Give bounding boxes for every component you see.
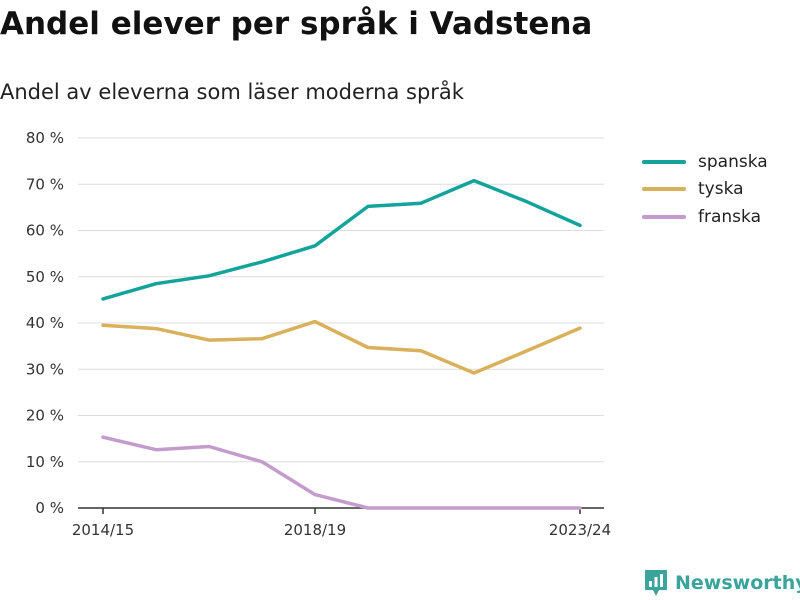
x-tick-label: 2018/19 <box>284 521 346 539</box>
y-tick-label: 50 % <box>26 268 64 286</box>
x-axis: 2014/15 2018/19 2023/24 <box>72 507 611 539</box>
legend-swatch <box>642 187 686 192</box>
chart-title: Andel elever per språk i Vadstena <box>0 6 593 42</box>
series-line-franska <box>101 435 582 510</box>
series-line-tyska <box>101 319 582 375</box>
legend-item-franska: franska <box>642 203 768 231</box>
legend-label: spanska <box>698 151 768 172</box>
newsworthy-logo-icon <box>645 570 667 596</box>
y-axis: 0 % 10 % 20 % 30 % 40 % 50 % 60 % 70 % 80 % <box>26 129 64 517</box>
chart-subtitle: Andel av eleverna som läser moderna språ… <box>0 80 464 104</box>
brand: Newsworthy <box>645 570 800 596</box>
legend-swatch <box>642 214 686 219</box>
legend-label: tyska <box>698 179 744 200</box>
legend-item-spanska: spanska <box>642 148 768 176</box>
y-tick-label: 0 % <box>35 499 64 517</box>
y-tick-label: 40 % <box>26 314 64 332</box>
gridlines <box>78 137 604 463</box>
x-tick-label: 2014/15 <box>72 521 134 539</box>
y-tick-label: 30 % <box>26 360 64 378</box>
series-line-spanska <box>101 178 582 301</box>
y-tick-label: 80 % <box>26 129 64 147</box>
y-tick-label: 70 % <box>26 175 64 193</box>
y-tick-label: 60 % <box>26 222 64 240</box>
brand-name: Newsworthy <box>675 572 800 594</box>
x-tick-label: 2023/24 <box>549 521 611 539</box>
legend-label: franska <box>698 206 761 227</box>
series-lines <box>101 178 582 510</box>
legend: spanska tyska franska <box>642 148 768 231</box>
legend-swatch <box>642 159 686 164</box>
legend-item-tyska: tyska <box>642 176 768 204</box>
y-tick-label: 20 % <box>26 407 64 425</box>
y-tick-label: 10 % <box>26 453 64 471</box>
